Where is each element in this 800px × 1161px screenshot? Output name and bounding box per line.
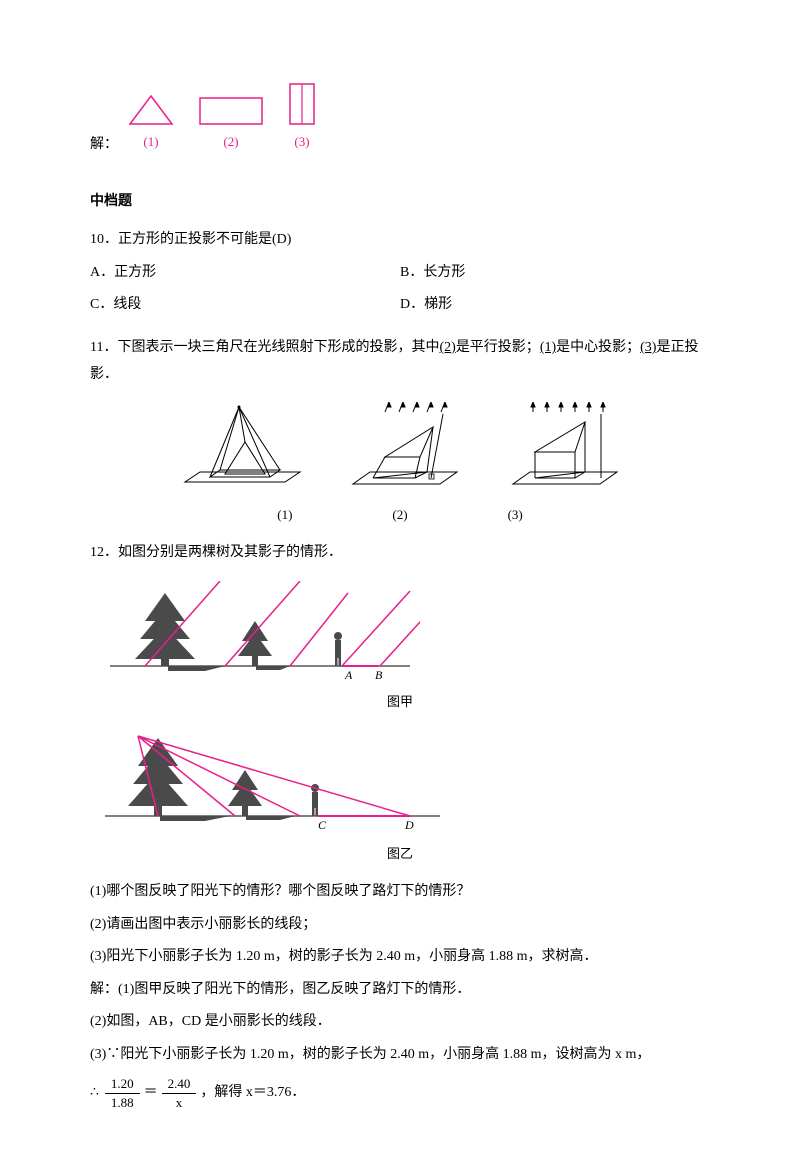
q12-captionB: 图乙	[90, 842, 710, 867]
q11-ans3: (3)	[640, 340, 656, 355]
frac1-num: 1.20	[105, 1076, 140, 1094]
q10-option-c: C．线段	[90, 292, 400, 319]
shape-label-1: (1)	[143, 130, 158, 155]
q12-figB: C D	[90, 728, 710, 838]
shape-label-3: (3)	[294, 130, 309, 155]
q12-ans2: (2)如图，AB，CD 是小丽影长的线段．	[90, 1009, 710, 1036]
q10-option-a: A．正方形	[90, 260, 400, 287]
rectangle-icon	[196, 92, 266, 128]
q11-figures	[90, 402, 710, 497]
q11-label-3: (3)	[508, 503, 523, 528]
q10-option-b: B．长方形	[400, 260, 710, 287]
q12-figA-icon: A B	[90, 581, 420, 686]
shapes-answer-row: 解： (1) (2) (3)	[90, 80, 710, 159]
shape-rectangle: (2)	[196, 92, 266, 155]
shapes-container: (1) (2) (3)	[126, 80, 318, 155]
q11-figure-labels: (1) (2) (3)	[90, 503, 710, 528]
q11-fig2-icon	[345, 402, 465, 497]
q11-label-2: (2)	[392, 503, 407, 528]
split-rect-icon	[286, 80, 318, 128]
q10: 10．正方形的正投影不可能是(D) A．正方形 B．长方形 C．线段 D．梯形	[90, 227, 710, 325]
shape-triangle: (1)	[126, 92, 176, 155]
q10-stem: 10．正方形的正投影不可能是(D)	[90, 227, 710, 254]
q12: 12．如图分别是两棵树及其影子的情形．	[90, 540, 710, 1111]
q12-sub1: (1)哪个图反映了阳光下的情形？哪个图反映了路灯下的情形？	[90, 879, 710, 906]
q12-stem: 12．如图分别是两棵树及其影子的情形．	[90, 540, 710, 567]
fraction-tail: ，解得 x＝3.76．	[200, 1080, 305, 1107]
answer-prefix: 解：	[90, 132, 118, 159]
q11-p1: 11．下图表示一块三角尺在光线照射下形成的投影，其中	[90, 340, 439, 355]
q12-sub3: (3)阳光下小丽影子长为 1.20 m，树的影子长为 2.40 m，小丽身高 1…	[90, 944, 710, 971]
section-title: 中档题	[90, 189, 710, 216]
q10-options: A．正方形 B．长方形 C．线段 D．梯形	[90, 260, 710, 325]
q12-ans3-pre: (3)∵阳光下小丽影子长为 1.20 m，树的影子长为 2.40 m，小丽身高 …	[90, 1042, 710, 1069]
q10-option-d: D．梯形	[400, 292, 710, 319]
triangle-icon	[126, 92, 176, 128]
svg-text:B: B	[375, 668, 383, 682]
frac2-num: 2.40	[162, 1076, 197, 1094]
shape-label-2: (2)	[223, 130, 238, 155]
q12-ans1: 解：(1)图甲反映了阳光下的情形，图乙反映了路灯下的情形．	[90, 977, 710, 1004]
q11-ans1: (2)	[439, 340, 455, 355]
shape-split-rect: (3)	[286, 80, 318, 155]
q11-fig1-icon	[175, 402, 305, 497]
svg-text:A: A	[344, 668, 353, 682]
therefore-symbol: ∴	[90, 1080, 99, 1107]
q11-label-1: (1)	[277, 503, 292, 528]
q12-captionA: 图甲	[90, 690, 710, 715]
q12-sub2: (2)请画出图中表示小丽影长的线段；	[90, 912, 710, 939]
fraction-2: 2.40 x	[162, 1076, 197, 1110]
svg-text:D: D	[404, 818, 414, 832]
fraction-1: 1.20 1.88	[105, 1076, 140, 1110]
q11-ans2: (1)	[540, 340, 556, 355]
q11-fig3-icon	[505, 402, 625, 497]
q12-figB-icon: C D	[90, 728, 450, 838]
q11-p2: 是平行投影；	[456, 340, 540, 355]
frac2-den: x	[170, 1094, 189, 1111]
eq-sign: ＝	[144, 1080, 158, 1107]
q12-fraction-line: ∴ 1.20 1.88 ＝ 2.40 x ，解得 x＝3.76．	[90, 1076, 710, 1110]
q12-figA: A B	[90, 581, 710, 686]
frac1-den: 1.88	[105, 1094, 140, 1111]
q11-p3: 是中心投影；	[556, 340, 640, 355]
q11: 11．下图表示一块三角尺在光线照射下形成的投影，其中(2)是平行投影；(1)是中…	[90, 335, 710, 528]
q11-stem: 11．下图表示一块三角尺在光线照射下形成的投影，其中(2)是平行投影；(1)是中…	[90, 335, 710, 388]
svg-text:C: C	[318, 818, 327, 832]
